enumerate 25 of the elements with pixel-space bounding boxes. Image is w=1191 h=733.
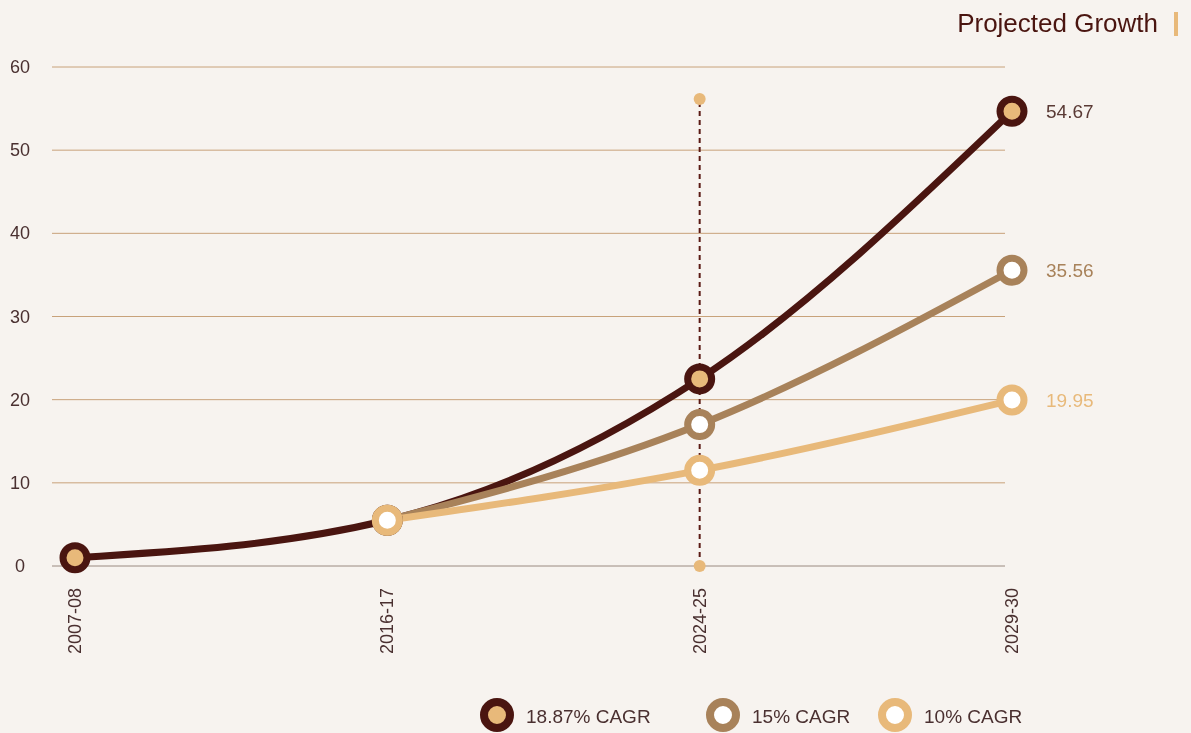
y-tick-label: 20 xyxy=(9,389,31,410)
text: Projected Growth xyxy=(957,8,1158,38)
y-tick-label: 60 xyxy=(9,57,31,77)
y-tick-label: 30 xyxy=(9,306,31,327)
point xyxy=(684,363,716,395)
x-tick-label: 2024-25 xyxy=(689,588,710,655)
x-tick-label: 2016-17 xyxy=(377,588,398,655)
point xyxy=(996,384,1028,416)
y-tick-label: 50 xyxy=(9,140,31,161)
point xyxy=(684,454,716,486)
point xyxy=(996,254,1028,286)
legend-label: 10% CAGR xyxy=(924,706,1023,727)
y-tick-label: 10 xyxy=(9,472,31,493)
x-tick-label: 2029-30 xyxy=(1002,588,1022,655)
point xyxy=(684,409,716,441)
point xyxy=(59,542,91,574)
data-label: 54.67 xyxy=(1046,101,1094,123)
legend-label: 15% CAGR xyxy=(752,706,851,727)
legend-label: 18.87% CAGR xyxy=(526,706,651,727)
point xyxy=(996,95,1028,127)
x-tick-label: 2007-08 xyxy=(65,588,85,655)
data-label: 19.95 xyxy=(1046,390,1094,412)
data-label: 35.56 xyxy=(1046,260,1094,282)
y-tick-label: 0 xyxy=(14,556,26,576)
y-tick-label: 40 xyxy=(9,223,31,244)
